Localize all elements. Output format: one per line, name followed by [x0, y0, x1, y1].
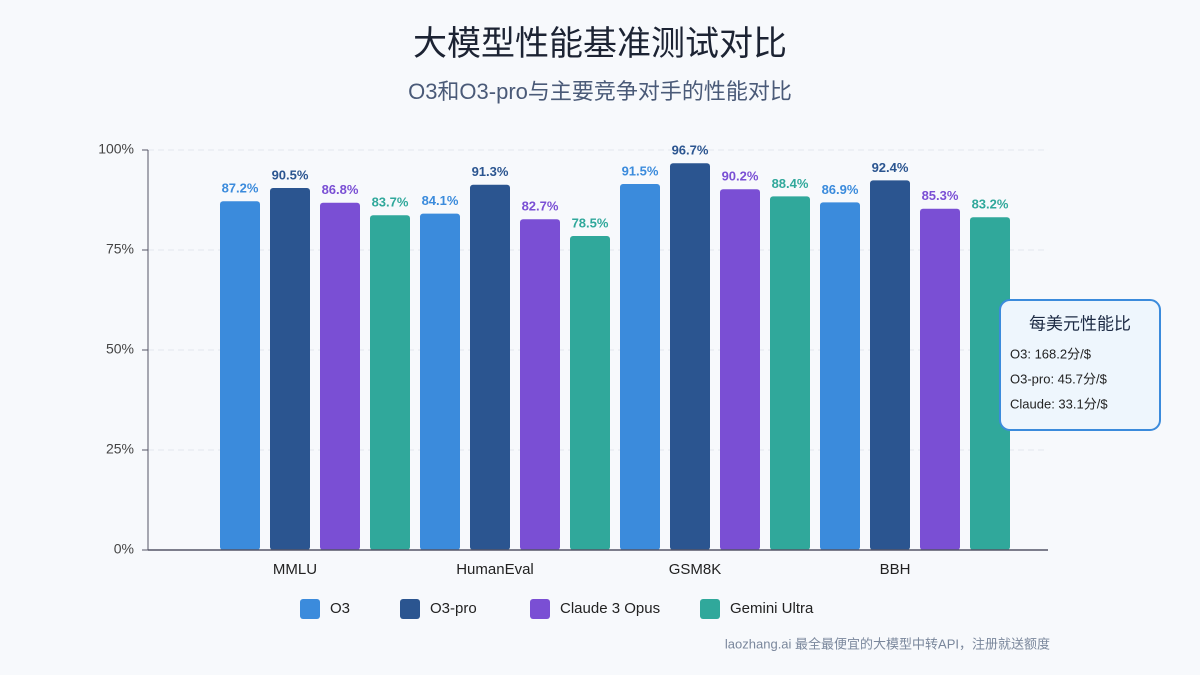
value-label: 87.2%: [222, 181, 259, 196]
value-label: 91.3%: [472, 164, 509, 179]
value-label: 85.3%: [922, 188, 959, 203]
bar: [820, 202, 860, 550]
y-tick-label: 75%: [106, 241, 134, 257]
chart-title: 大模型性能基准测试对比: [413, 25, 787, 63]
value-label: 83.2%: [972, 197, 1009, 212]
x-tick-label: MMLU: [273, 561, 317, 578]
value-label: 82.7%: [522, 199, 559, 214]
x-tick-label: BBH: [880, 561, 911, 578]
bar: [970, 217, 1010, 550]
bar: [920, 208, 960, 551]
legend-label: Claude 3 Opus: [560, 600, 660, 617]
value-label: 91.5%: [622, 163, 659, 178]
y-tick-label: 100%: [98, 141, 134, 157]
bar: [470, 184, 510, 551]
bar: [570, 236, 610, 550]
bar: [320, 202, 360, 551]
bar: [520, 219, 560, 550]
legend-swatch: [700, 599, 720, 619]
legend-label: O3: [330, 600, 350, 617]
y-tick-label: 0%: [114, 541, 134, 557]
bar: [720, 189, 760, 550]
bar: [870, 180, 910, 550]
y-tick-label: 50%: [106, 341, 134, 357]
annotation-line: O3-pro: 45.7分/$: [1010, 371, 1108, 386]
annotation-line: Claude: 33.1分/$: [1010, 396, 1108, 411]
annotation-line: O3: 168.2分/$: [1010, 346, 1092, 361]
value-label: 86.8%: [322, 182, 359, 197]
value-label: 84.1%: [422, 193, 459, 208]
bar: [370, 215, 410, 550]
x-tick-label: GSM8K: [669, 561, 722, 578]
annotation-title: 每美元性能比: [1029, 314, 1131, 333]
bar: [670, 163, 710, 550]
value-label: 90.5%: [272, 167, 309, 182]
legend-swatch: [400, 599, 420, 619]
annotation-box: [999, 299, 1161, 431]
footer: laozhang.ai 最全最便宜的大模型中转API，注册就送额度: [725, 636, 1050, 651]
bar: [620, 184, 660, 550]
bar: [270, 188, 310, 550]
bar: [220, 201, 260, 550]
value-label: 86.9%: [822, 182, 859, 197]
value-label: 96.7%: [672, 143, 709, 158]
value-label: 78.5%: [572, 215, 609, 230]
value-label: 83.7%: [372, 195, 409, 210]
legend-swatch: [530, 599, 550, 619]
bar: [770, 196, 810, 550]
value-label: 92.4%: [872, 160, 909, 175]
legend-label: O3-pro: [430, 600, 477, 617]
y-tick-label: 25%: [106, 441, 134, 457]
bar: [420, 213, 460, 550]
value-label: 88.4%: [772, 176, 809, 191]
value-label: 90.2%: [722, 169, 759, 184]
legend-swatch: [300, 599, 320, 619]
x-tick-label: HumanEval: [456, 561, 534, 578]
chart-subtitle: O3和O3-pro与主要竞争对手的性能对比: [408, 79, 792, 104]
legend-label: Gemini Ultra: [730, 600, 814, 617]
